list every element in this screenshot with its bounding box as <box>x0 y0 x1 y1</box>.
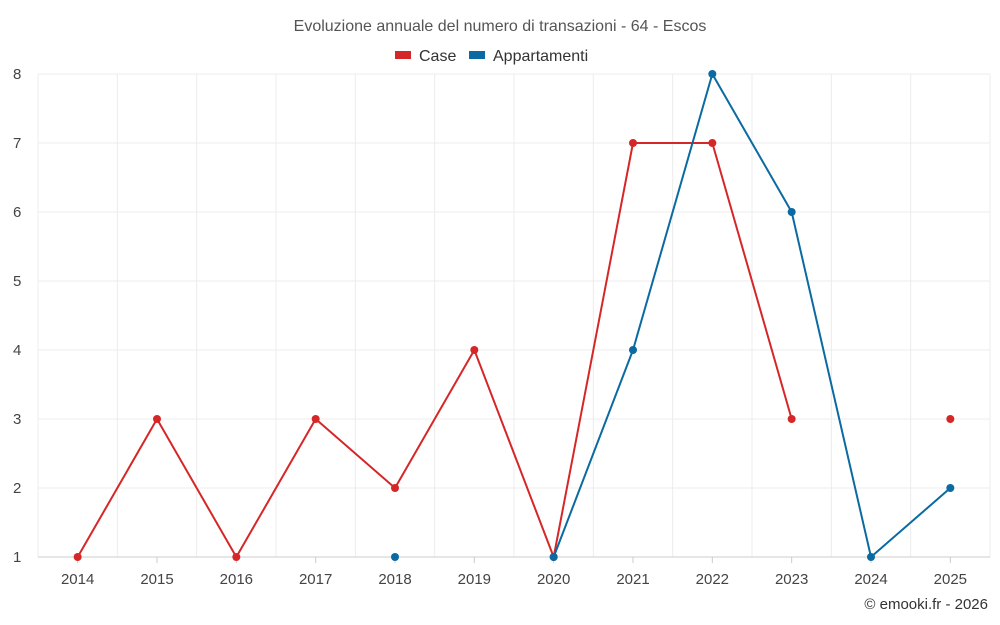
y-tick-label: 5 <box>13 273 21 290</box>
series-line-appartamenti <box>552 73 952 558</box>
data-point-appartamenti <box>787 208 796 216</box>
grid <box>37 73 991 558</box>
y-tick-label: 8 <box>13 66 21 83</box>
y-tick-label: 2 <box>13 480 21 497</box>
credit: © emooki.fr - 2026 <box>864 596 988 613</box>
x-tick-label: 2025 <box>934 571 967 588</box>
data-point-appartamenti <box>946 484 955 492</box>
data-point-case <box>946 415 955 423</box>
x-tick-label: 2024 <box>854 571 887 588</box>
data-point-case <box>787 415 796 423</box>
legend-label-appartamenti[interactable]: Appartamenti <box>493 48 588 65</box>
x-tick-label: 2021 <box>616 571 649 588</box>
data-point-case <box>232 553 241 561</box>
x-tick-label: 2015 <box>140 571 173 588</box>
legend-swatch-case <box>395 51 411 59</box>
y-tick-label: 4 <box>13 342 21 359</box>
x-tick-label: 2017 <box>299 571 332 588</box>
data-point-case <box>470 346 479 354</box>
legend-swatch-appartamenti <box>469 51 485 59</box>
x-tick-label: 2014 <box>61 571 94 588</box>
data-point-appartamenti <box>391 553 399 561</box>
series-appartamenti <box>391 70 955 561</box>
data-point-appartamenti <box>867 553 875 561</box>
y-axis-ticks: 1 2 3 4 5 6 7 8 <box>13 66 21 566</box>
data-point-case <box>629 139 637 147</box>
legend: Case Appartamenti <box>395 48 588 65</box>
y-tick-label: 1 <box>13 549 21 566</box>
series-line-case <box>76 142 793 558</box>
data-point-appartamenti <box>629 346 637 354</box>
data-point-case <box>311 415 320 423</box>
x-tick-label: 2020 <box>537 571 570 588</box>
chart-title: Evoluzione annuale del numero di transaz… <box>294 18 707 35</box>
x-tick-label: 2022 <box>696 571 729 588</box>
data-point-case <box>153 415 161 423</box>
x-tick-label: 2023 <box>775 571 808 588</box>
y-tick-label: 3 <box>13 411 21 428</box>
x-tick-label: 2016 <box>220 571 253 588</box>
x-tick-label: 2018 <box>378 571 411 588</box>
x-tick-label: 2019 <box>458 571 491 588</box>
y-tick-label: 6 <box>13 204 21 221</box>
data-point-case <box>391 484 399 492</box>
series-layer <box>73 70 955 561</box>
data-point-case <box>708 139 717 147</box>
data-point-case <box>73 553 82 561</box>
y-tick-label: 7 <box>13 135 21 152</box>
data-point-appartamenti <box>549 553 558 561</box>
data-point-appartamenti <box>708 70 717 78</box>
x-axis-ticks: 2014 2015 2016 2017 2018 2019 2020 2021 2022 2023… <box>61 557 967 588</box>
legend-label-case[interactable]: Case <box>419 48 456 65</box>
